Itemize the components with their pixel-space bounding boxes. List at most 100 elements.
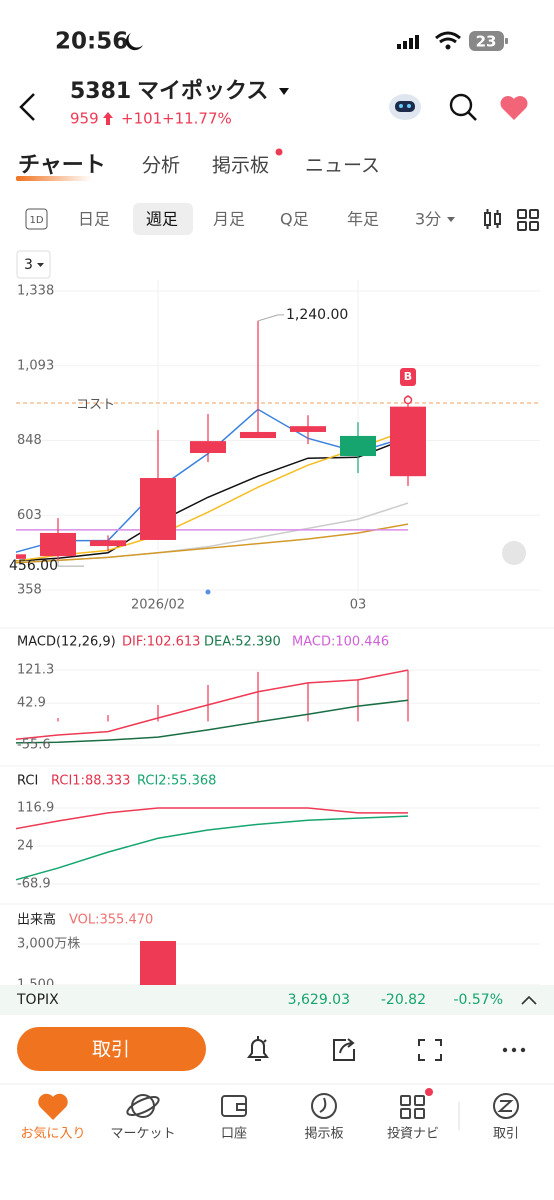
status-time: 20:56 xyxy=(55,29,128,55)
wifi-dot xyxy=(445,44,451,50)
dif-line xyxy=(16,669,409,741)
nav-item[interactable]: 取引 xyxy=(493,1127,519,1142)
macd-title: MACD(12,26,9) xyxy=(17,635,116,650)
nav-icon xyxy=(221,1095,247,1117)
candle-body xyxy=(190,441,226,454)
period[interactable]: 年足 xyxy=(347,210,379,229)
main-plot xyxy=(16,280,540,600)
y-tick-label: 358 xyxy=(17,583,42,598)
volume-label: VOL:355.470 xyxy=(69,913,153,928)
ticker-change-pct: -0.57% xyxy=(453,992,503,1008)
battery xyxy=(469,31,504,51)
stock-code: 5381 xyxy=(70,79,131,104)
rci1: RCI1:88.333 xyxy=(51,774,130,789)
y-tick-label: -68.9 xyxy=(17,877,51,892)
nav-item[interactable]: 掲示板 xyxy=(304,1126,343,1142)
macd-dea: DEA:52.390 xyxy=(204,635,281,650)
candle-body xyxy=(90,540,126,547)
tab[interactable]: 掲示板 xyxy=(212,155,269,177)
candle-settings-icon[interactable] xyxy=(484,209,501,229)
candle-body xyxy=(340,435,376,457)
nav-dot xyxy=(425,1088,433,1096)
nav-item[interactable]: マーケット xyxy=(110,1127,175,1142)
price-change-pct: +11.77% xyxy=(162,110,232,128)
y-tick-label: 848 xyxy=(17,433,42,448)
ticker-bar[interactable] xyxy=(0,985,554,1015)
macd-value: MACD:100.446 xyxy=(292,635,389,650)
y-tick-label: 24 xyxy=(17,839,34,854)
nav-icon xyxy=(311,1093,337,1119)
candle-body xyxy=(16,554,26,559)
search-icon[interactable] xyxy=(449,93,473,117)
candle-body xyxy=(240,431,276,439)
period[interactable]: 週足 xyxy=(146,210,178,229)
tab[interactable]: チャート xyxy=(18,153,106,178)
y-tick-label: 1,338 xyxy=(17,284,54,299)
nav-icon xyxy=(493,1093,519,1119)
ma-line xyxy=(16,437,409,562)
min-label: 456.00 xyxy=(9,558,58,574)
fullscreen-icon[interactable] xyxy=(418,1039,442,1061)
back-button[interactable] xyxy=(19,93,35,121)
y-tick-label: 42.9 xyxy=(17,696,46,711)
period-1d-box xyxy=(25,208,48,230)
period[interactable]: Q足 xyxy=(280,210,309,229)
period[interactable]: 1D xyxy=(29,215,43,226)
alert-icon[interactable] xyxy=(247,1036,269,1061)
share-icon[interactable] xyxy=(333,1038,355,1061)
nav-icon xyxy=(400,1095,425,1119)
y-tick-label: -55.6 xyxy=(17,738,51,753)
indicator-plots xyxy=(16,669,540,985)
volume-title: 出来高 xyxy=(17,912,56,928)
search-handle xyxy=(467,111,477,121)
event-dot xyxy=(205,589,211,595)
rci2-line xyxy=(16,815,409,881)
period[interactable]: 日足 xyxy=(78,210,110,229)
max-leader xyxy=(257,314,284,322)
period[interactable]: 月足 xyxy=(213,210,245,229)
max-label: 1,240.00 xyxy=(286,307,348,323)
favorite-icon[interactable] xyxy=(500,96,528,120)
battery-level: 23 xyxy=(476,33,497,51)
y-tick-label: 603 xyxy=(17,508,42,523)
nav-item[interactable]: 投資ナビ xyxy=(387,1126,439,1142)
more-icon[interactable] xyxy=(502,1047,526,1053)
candle-body xyxy=(390,406,426,477)
ticker-name: TOPIX xyxy=(16,992,59,1008)
period-dropdown xyxy=(447,217,455,222)
ticker-expand[interactable] xyxy=(521,995,537,1005)
indicator-select[interactable] xyxy=(16,250,51,279)
tab-underline xyxy=(16,176,92,181)
dea-line xyxy=(16,699,409,744)
min-leader xyxy=(57,560,84,567)
buy-marker-bg xyxy=(400,368,416,387)
nav-item[interactable]: 口座 xyxy=(221,1127,247,1142)
nav-item[interactable]: お気に入り xyxy=(20,1126,85,1142)
zoom-button[interactable] xyxy=(502,541,526,565)
indicator-dropdown xyxy=(37,263,44,267)
macd-dif: DIF:102.613 xyxy=(122,635,200,650)
signal-icon xyxy=(397,35,419,49)
charts: 1,338 1,093 848 603 358 2026/02 03 コスト 1,240.00 4… xyxy=(0,280,554,993)
ma-line xyxy=(16,523,409,564)
robot-icon[interactable] xyxy=(389,94,421,120)
trade-button[interactable] xyxy=(17,1027,206,1071)
price: 959 xyxy=(70,110,99,128)
rci-title: RCI xyxy=(17,774,38,789)
y-tick-label: 3,000万株 xyxy=(17,937,80,952)
notify-dot xyxy=(275,148,283,156)
battery-tip xyxy=(505,38,508,44)
indicator-count: 3 xyxy=(24,257,33,273)
stock-name: マイポックス xyxy=(137,78,268,104)
period[interactable]: 3分 xyxy=(415,210,441,229)
layout-icon[interactable] xyxy=(517,209,539,231)
tab[interactable]: ニュース xyxy=(305,155,380,177)
stock-dropdown[interactable] xyxy=(279,88,289,95)
y-tick-label: 1,093 xyxy=(17,358,54,373)
nav-icon xyxy=(126,1094,160,1118)
up-arrow xyxy=(103,112,113,125)
tab[interactable]: 分析 xyxy=(142,155,180,177)
candle-body xyxy=(40,532,76,557)
buy-point xyxy=(403,395,413,405)
